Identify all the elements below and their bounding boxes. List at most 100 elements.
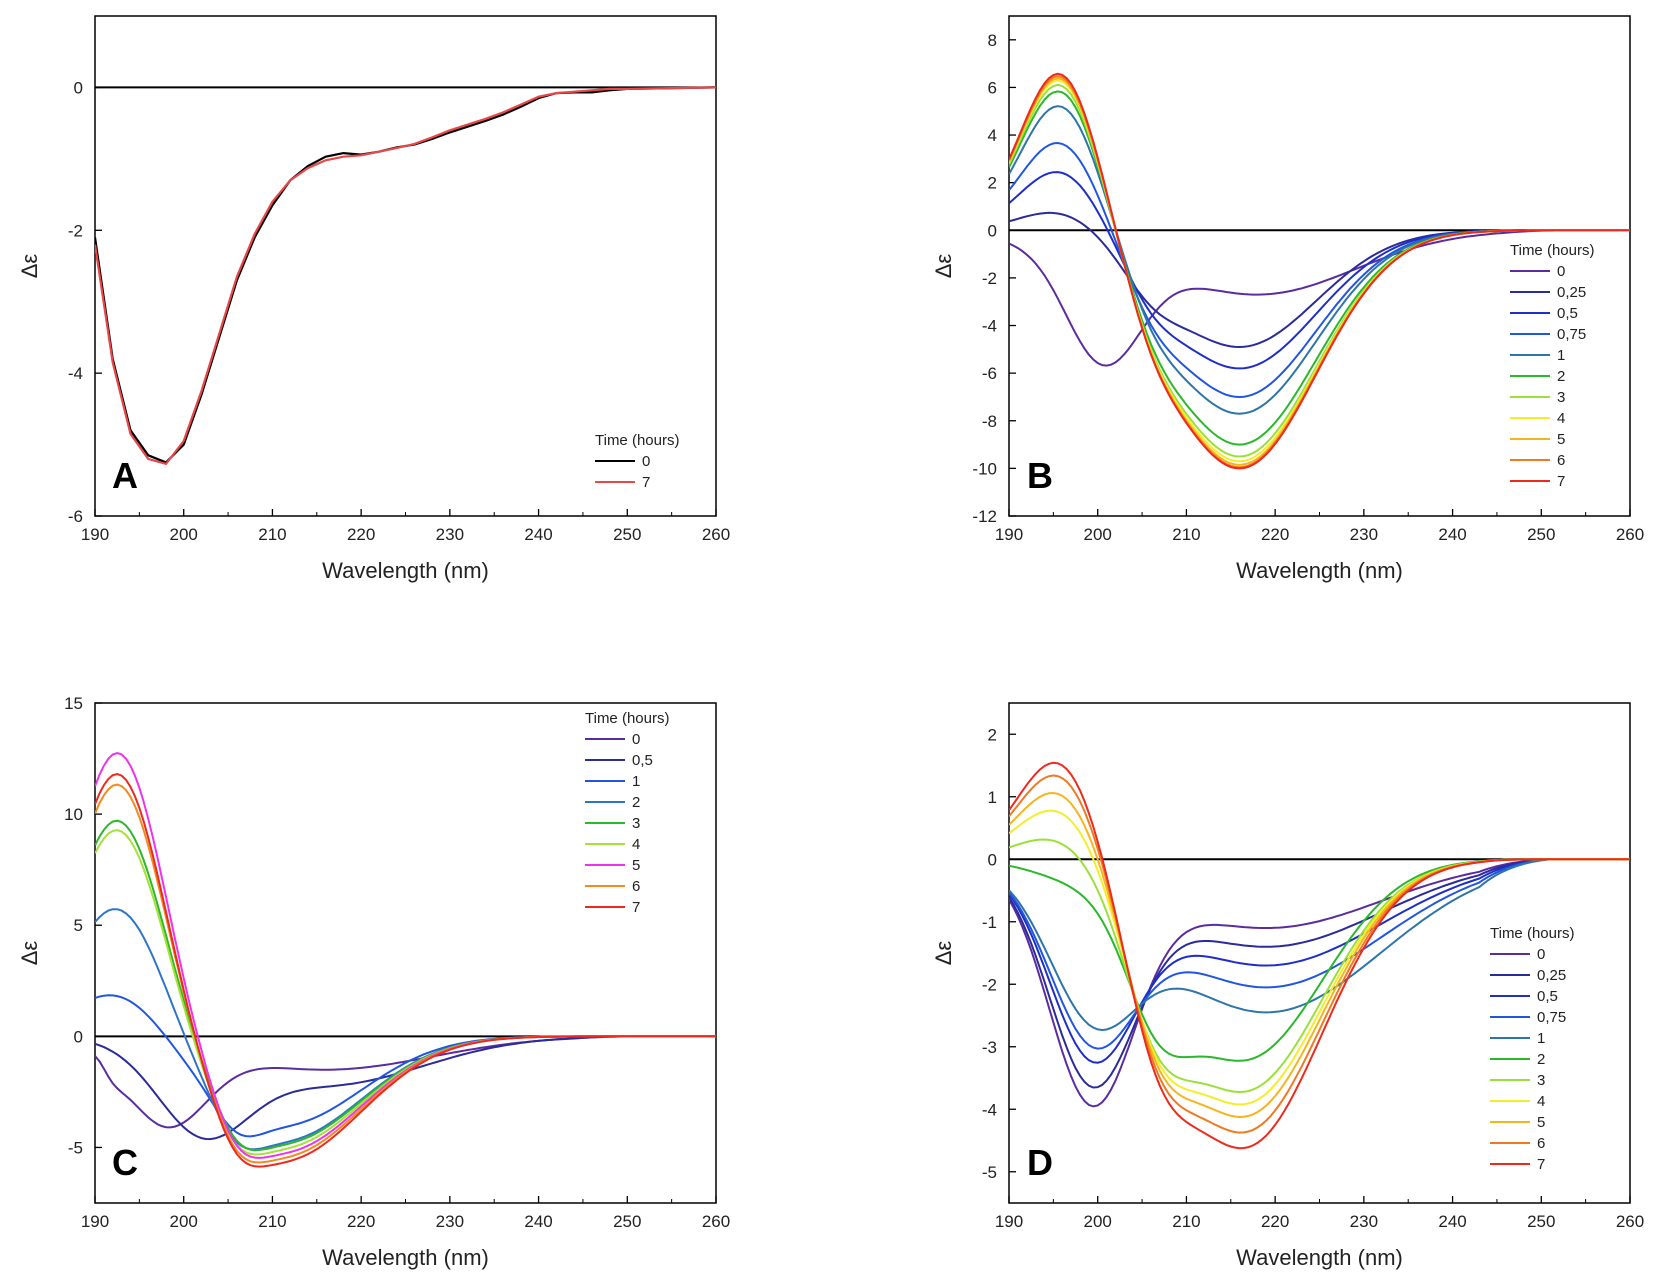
- legend: Time (hours) 0 0,25 0,5 0,75 1 2 3 4 5 6 7: [1510, 242, 1594, 490]
- x-tick-label: 200: [170, 1212, 198, 1231]
- series-line-7: [95, 86, 716, 466]
- y-tick-label: 0: [988, 850, 997, 869]
- legend-title: Time (hours): [585, 710, 669, 727]
- series-line-2: [1009, 90, 1630, 446]
- y-tick-label: -12: [972, 507, 997, 526]
- legend: Time (hours) 0 7: [595, 432, 679, 491]
- x-tick-label: 250: [613, 525, 641, 544]
- panel-b: 190 200 210 220 230 240 250 260-12-10-8-6-4-202…: [931, 15, 1644, 583]
- y-axis-title: Δε: [17, 254, 42, 279]
- legend-label: 7: [1557, 473, 1565, 490]
- x-tick-label: 200: [1084, 1212, 1112, 1231]
- x-tick-label: 260: [702, 1212, 730, 1231]
- y-tick-label: -2: [982, 975, 997, 994]
- x-tick-label: 190: [81, 525, 109, 544]
- x-tick-label: 210: [258, 525, 286, 544]
- y-tick-label: 0: [988, 221, 997, 240]
- panel-a: 190 200 210 220 230 240 250 260 -6 -4 -2 0 Wavelengt…: [17, 15, 730, 583]
- x-tick-label: 250: [1527, 1212, 1555, 1231]
- legend-label: 6: [1537, 1135, 1545, 1152]
- legend-label: 5: [1537, 1114, 1545, 1131]
- legend-label: 4: [632, 836, 640, 853]
- legend-label: 1: [632, 773, 640, 790]
- legend-label: 3: [632, 815, 640, 832]
- legend-label: 0: [642, 453, 650, 470]
- legend-label: 0,75: [1537, 1009, 1566, 1026]
- y-tick-label: 10: [64, 805, 83, 824]
- series-line-2: [95, 908, 716, 1151]
- y-axis-title: Δε: [17, 941, 42, 966]
- y-tick-label: 5: [74, 916, 83, 935]
- legend-label: 0: [1557, 263, 1565, 280]
- x-tick-label: 190: [995, 1212, 1023, 1231]
- y-tick-label: 8: [988, 31, 997, 50]
- x-tick-label: 250: [1527, 525, 1555, 544]
- x-tick-label: 260: [1616, 525, 1644, 544]
- legend-label: 4: [1557, 410, 1565, 427]
- x-tick-label: 200: [1084, 525, 1112, 544]
- y-tick-label: 1: [988, 788, 997, 807]
- series-line-5: [95, 751, 716, 1159]
- y-axis-title: Δε: [931, 941, 956, 966]
- legend-label: 0,5: [1557, 305, 1578, 322]
- x-tick-label: 190: [81, 1212, 109, 1231]
- legend-label: 4: [1537, 1093, 1545, 1110]
- x-tick-label: 240: [1438, 525, 1466, 544]
- y-tick-label: 0: [74, 1027, 83, 1046]
- legend-title: Time (hours): [1490, 925, 1574, 942]
- y-axis-title: Δε: [931, 254, 956, 279]
- x-axis-title: Wavelength (nm): [1236, 558, 1403, 583]
- x-tick-label: 230: [436, 525, 464, 544]
- x-tick-label: 210: [1172, 525, 1200, 544]
- x-tick-label: 230: [1350, 1212, 1378, 1231]
- y-tick-label: -2: [68, 221, 83, 240]
- panel-c: 190 200 210 220 230 240 250 260-5051015Waveleng…: [17, 694, 730, 1270]
- y-tick-label: -3: [982, 1038, 997, 1057]
- legend-title: Time (hours): [595, 432, 679, 449]
- panel-letter: B: [1027, 455, 1053, 496]
- y-tick-label: 4: [988, 126, 997, 145]
- y-tick-label: -8: [982, 412, 997, 431]
- y-tick-label: -4: [68, 364, 83, 383]
- legend-label: 0: [1537, 946, 1545, 963]
- y-tick-label: -10: [972, 459, 997, 478]
- x-tick-label: 210: [258, 1212, 286, 1231]
- legend-label: 2: [1557, 368, 1565, 385]
- y-tick-label: 15: [64, 694, 83, 713]
- x-tick-label: 240: [524, 525, 552, 544]
- x-axis-title: Wavelength (nm): [322, 1245, 489, 1270]
- legend-label: 3: [1557, 389, 1565, 406]
- series-line-3: [95, 819, 716, 1152]
- x-tick-label: 210: [1172, 1212, 1200, 1231]
- series-line-0: [95, 86, 716, 464]
- legend-label: 5: [1557, 431, 1565, 448]
- legend-label: 1: [1537, 1030, 1545, 1047]
- y-tick-label: 0: [74, 78, 83, 97]
- y-tick-label: -1: [982, 913, 997, 932]
- series-group: [95, 86, 716, 466]
- legend-label: 1: [1557, 347, 1565, 364]
- y-tick-label: 6: [988, 78, 997, 97]
- x-tick-label: 220: [347, 525, 375, 544]
- legend-label: 0,75: [1557, 326, 1586, 343]
- x-tick-label: 230: [1350, 525, 1378, 544]
- legend-label: 0,5: [1537, 988, 1558, 1005]
- x-tick-label: 260: [702, 525, 730, 544]
- panel-d: 190 200 210 220 230 240 250 260-5-4-3-2-1012Wav…: [931, 702, 1644, 1270]
- x-tick-label: 220: [347, 1212, 375, 1231]
- legend-label: 6: [632, 878, 640, 895]
- legend-label: 0,25: [1557, 284, 1586, 301]
- legend-label: 0: [632, 731, 640, 748]
- plot-frame: [94, 702, 717, 1204]
- x-tick-label: 250: [613, 1212, 641, 1231]
- y-tick-label: -6: [68, 507, 83, 526]
- y-tick-label: -5: [68, 1138, 83, 1157]
- plot-frame: [1008, 15, 1631, 517]
- series-line-7: [95, 773, 716, 1168]
- legend-label: 6: [1557, 452, 1565, 469]
- y-tick-label: -4: [982, 317, 997, 336]
- y-tick-label: -4: [982, 1100, 997, 1119]
- legend-label: 3: [1537, 1072, 1545, 1089]
- series-line-7: [1009, 761, 1630, 1150]
